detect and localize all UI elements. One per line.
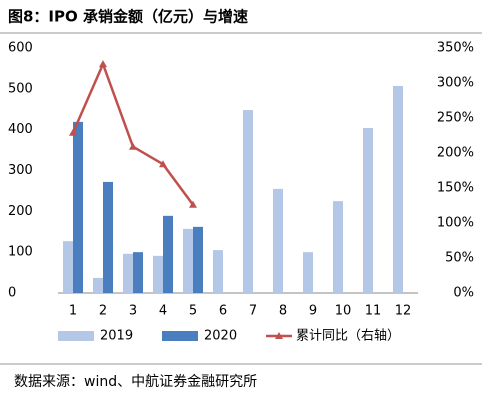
y-tick-label: 400 (8, 122, 33, 137)
x-tick-label: 12 (395, 304, 412, 319)
bar (63, 241, 73, 293)
bar (153, 255, 163, 293)
marker (159, 160, 167, 168)
legend-label: 2019 (100, 329, 133, 344)
x-tick-label: 2 (99, 304, 107, 319)
bar (103, 181, 113, 293)
x-tick-label: 7 (249, 304, 257, 319)
line (71, 60, 195, 206)
x-tick-label: 1 (69, 304, 77, 319)
legend-label: 2020 (204, 329, 237, 344)
x-tick-label: 4 (159, 304, 167, 319)
y2-tick-label: 150% (437, 181, 474, 196)
y2-tick-label: 100% (437, 216, 474, 231)
y-tick-label: 300 (8, 163, 33, 178)
legend-swatch (162, 331, 198, 341)
bar (163, 215, 173, 293)
bar (243, 110, 253, 293)
y-tick-label: 600 (8, 41, 33, 56)
y2-tick-label: 50% (445, 251, 474, 266)
y2-tick-label: 300% (437, 76, 474, 91)
x-tick-label: 9 (309, 304, 317, 319)
bar (273, 188, 283, 293)
bar (93, 277, 103, 293)
bar (133, 252, 143, 293)
y2-tick-label: 200% (437, 146, 474, 161)
bar (363, 128, 373, 293)
marker (129, 142, 137, 150)
marker (99, 60, 107, 68)
bar (193, 226, 203, 293)
y-tick-label: 100 (8, 245, 33, 260)
x-tick-label: 3 (129, 304, 137, 319)
legend-swatch (58, 331, 94, 341)
bar (123, 253, 133, 293)
x-tick-label: 8 (279, 304, 287, 319)
y-tick-label: 0 (8, 286, 16, 301)
x-tick-label: 6 (219, 304, 227, 319)
marker (69, 128, 77, 136)
y-tick-label: 500 (8, 81, 33, 96)
bar (303, 252, 313, 293)
x-tick-label: 5 (189, 304, 197, 319)
bar (333, 201, 343, 293)
y2-tick-label: 350% (437, 41, 474, 56)
x-tick-label: 11 (365, 304, 382, 319)
bar (393, 85, 403, 293)
source: 数据来源：wind、中航证券金融研究所 (14, 374, 257, 390)
y2-tick-label: 0% (453, 286, 474, 301)
legend-label: 累计同比（右轴） (296, 329, 400, 344)
x-tick-label: 10 (335, 304, 352, 319)
y2-tick-label: 250% (437, 111, 474, 126)
bar (213, 250, 223, 293)
legend-swatch (275, 332, 283, 339)
y-tick-label: 200 (8, 204, 33, 219)
bar (183, 228, 193, 293)
chart-title: 图8：IPO 承销金额（亿元）与增速 (8, 8, 248, 26)
marker (189, 200, 197, 208)
bar (73, 121, 83, 294)
